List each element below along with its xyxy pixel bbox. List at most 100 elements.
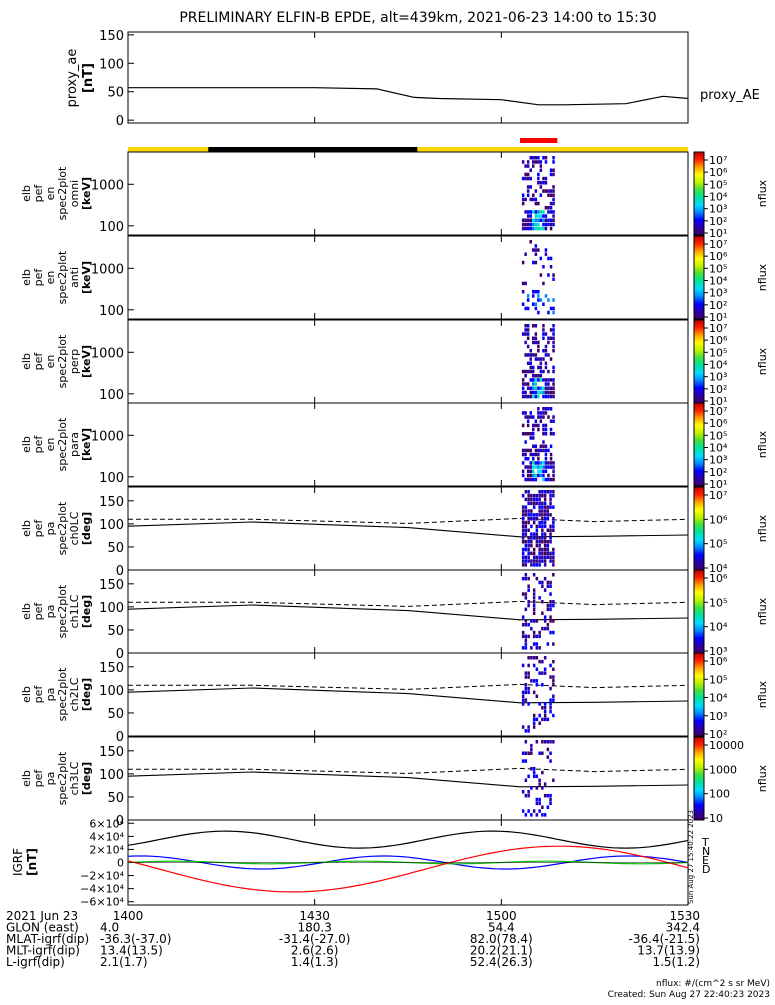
spectrogram-pixel [526, 336, 530, 340]
spectrogram-pixel [534, 390, 538, 395]
spectrogram-pixel [527, 600, 530, 604]
spectrogram-pixel [549, 336, 553, 340]
spectrogram-pixel [537, 357, 540, 361]
spectrogram-pixel [532, 588, 536, 592]
spectrogram-pixel [542, 357, 545, 361]
panel-ylabel-line: pef [32, 352, 45, 371]
spectrogram-pixel [539, 378, 543, 382]
spectrogram-pixel [549, 551, 552, 556]
proxy-ae-tick-label: 50 [107, 86, 124, 101]
panel-ylabel-line: pa [44, 605, 57, 619]
spectrogram-pixel [526, 218, 530, 222]
spectrogram-pixel [527, 675, 530, 679]
proxy-ae-frame [127, 31, 689, 124]
bfield-legend-N: N [702, 845, 710, 858]
spectrogram-pixel [535, 646, 539, 650]
spectrogram-pixel [532, 630, 536, 635]
spectrogram-pixel [535, 528, 539, 532]
spectrogram-pixel [538, 721, 541, 725]
colorbar-tick-label: 10⁶ [709, 572, 728, 585]
spectrogram-pixel [542, 415, 545, 419]
spectrogram-pixel [543, 626, 547, 631]
panel-ylabel-line: ch0LC [68, 511, 81, 545]
spectrogram-pixel [527, 686, 530, 691]
spectrogram-pixel [544, 448, 548, 453]
spectrogram-pixel [529, 214, 532, 218]
spectrogram-pixel [552, 469, 555, 473]
spectrogram-pixel [543, 813, 547, 817]
spectrogram-pixel [524, 559, 528, 563]
spectrogram-pixel [534, 423, 538, 428]
spectrogram-pixel [526, 298, 530, 302]
spectrogram-pixel [527, 809, 530, 813]
panel-ylabel-line: perp [68, 349, 81, 374]
spectrogram-pixel [549, 328, 553, 332]
spectrogram-pixel [541, 751, 544, 755]
footer-units: nflux: #/(cm^2 s sr MeV) [656, 979, 770, 989]
bfield-units: [nT] [25, 848, 39, 876]
spectrogram-pixel [538, 580, 541, 585]
spectrogram-pixel [542, 440, 545, 444]
panel-ylabel-line: spec2plot [56, 501, 69, 555]
spectrogram-pixel [535, 524, 539, 529]
bfield-tick-label: 2×10⁴ [89, 843, 124, 856]
spectrogram-pixel [529, 378, 532, 382]
spectrogram-pixel [542, 328, 545, 332]
colorbar-label: nflux [756, 597, 769, 625]
spectrogram-pixel [544, 477, 548, 482]
spectrogram-pixel [541, 584, 544, 588]
spectrogram-pixel [539, 214, 543, 218]
spectrogram-pixel [549, 452, 553, 457]
spectrogram-pixel [549, 206, 553, 210]
pa-tick-label: 0 [116, 564, 124, 579]
spectrogram-pixel [544, 160, 548, 164]
spectrogram-pixel [552, 659, 555, 664]
spectrogram-pixel [524, 164, 527, 168]
spectrogram-pixel [552, 520, 555, 525]
spectrogram-pixel [547, 340, 550, 345]
spectrogram-pixel [542, 469, 545, 473]
spectrogram-pixel [524, 411, 527, 415]
proxy-ae-tick-label: 100 [99, 57, 124, 72]
spectrogram-pixel [547, 298, 550, 302]
spectrogram-pixel [543, 543, 547, 548]
spectrogram-pixel [543, 540, 547, 544]
spectrogram-pixel [526, 465, 530, 469]
spectrogram-pixel [527, 584, 530, 588]
burst-bar [520, 138, 558, 143]
spectrogram-pixel [538, 524, 541, 529]
spectrogram-pixel [521, 551, 525, 556]
spectrogram-pixel [526, 344, 530, 349]
spectrogram-pixel [552, 340, 555, 345]
spectrogram-pixel [529, 394, 532, 399]
pa-tick-label: 100 [99, 601, 124, 616]
bfield-tick-label: −2×10⁴ [80, 870, 124, 883]
spectrogram-pixel [524, 623, 528, 627]
spectrogram-pixel [527, 751, 530, 755]
colorbar-tick-label: 10⁴ [709, 562, 728, 575]
spectrogram-pixel [552, 517, 555, 521]
spectrogram-pixel [539, 461, 543, 465]
spectrogram-pixel [524, 281, 527, 286]
spectrogram-pixel [521, 386, 525, 390]
spectrogram-pixel [534, 260, 538, 265]
colorbar [693, 569, 705, 654]
spectrogram-pixel [552, 344, 555, 349]
spectrogram-pixel [537, 390, 540, 395]
spectrogram-pixel [532, 551, 536, 556]
spectrogram-pixel [534, 156, 538, 160]
spectrogram-pixel [552, 713, 555, 718]
spectrogram-pixel [539, 444, 543, 448]
spectrogram-pixel [544, 189, 548, 193]
spectrogram-pixel [541, 805, 544, 809]
colorbar-tick-label: 10³ [709, 203, 727, 216]
spectrogram-pixel [552, 505, 555, 509]
spectrogram-pixel [544, 423, 548, 428]
spectrogram-pixel [552, 698, 555, 702]
spectrogram-pixel [526, 353, 530, 357]
spectrogram-pixel [532, 679, 536, 683]
proxy-ae-legend: proxy_AE [700, 88, 760, 103]
panel-ylabel-line: pef [32, 435, 45, 454]
energy-tick-label: 1000 [91, 346, 124, 361]
